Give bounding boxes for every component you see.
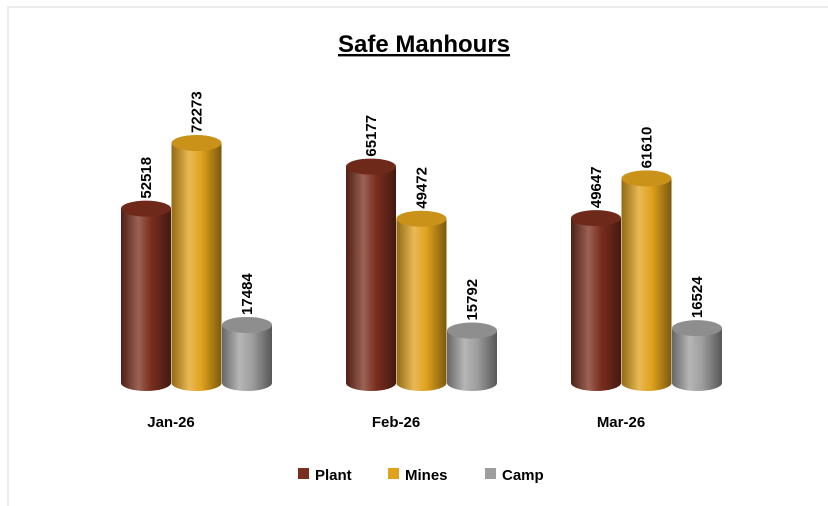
bar	[346, 166, 396, 391]
legend-label: Camp	[502, 467, 544, 484]
data-label: 49647	[588, 166, 605, 208]
legend-label: Mines	[405, 467, 448, 484]
bar-top	[571, 210, 621, 227]
data-label: 65177	[363, 115, 380, 157]
data-label: 16524	[689, 276, 706, 318]
bar	[171, 143, 222, 391]
data-label: 15792	[464, 279, 481, 321]
bar-top	[171, 135, 222, 151]
legend-swatch	[388, 468, 399, 479]
x-tick-label: Mar-26	[597, 414, 645, 431]
data-label: 49472	[414, 167, 431, 209]
data-label: 52518	[138, 157, 155, 199]
legend-swatch	[485, 468, 496, 479]
bar	[672, 328, 722, 391]
data-label: 61610	[639, 127, 656, 169]
bar	[396, 218, 447, 391]
bar	[447, 330, 497, 391]
bar	[222, 324, 272, 391]
data-label: 72273	[189, 91, 206, 133]
legend-label: Plant	[315, 467, 352, 484]
data-label: 17484	[239, 273, 256, 315]
bar-top	[447, 322, 497, 339]
bar	[621, 178, 672, 391]
bar-top	[121, 200, 171, 217]
legend-swatch	[298, 468, 309, 479]
bar-top	[621, 170, 672, 187]
chart-title: Safe Manhours	[338, 31, 510, 58]
bar-top	[396, 210, 447, 227]
bar-top	[222, 316, 272, 333]
x-tick-label: Jan-26	[147, 414, 195, 431]
x-tick-label: Feb-26	[372, 414, 420, 431]
bar-top	[672, 320, 722, 337]
bar-top	[346, 158, 396, 175]
bar	[121, 208, 171, 391]
bar	[571, 218, 621, 391]
